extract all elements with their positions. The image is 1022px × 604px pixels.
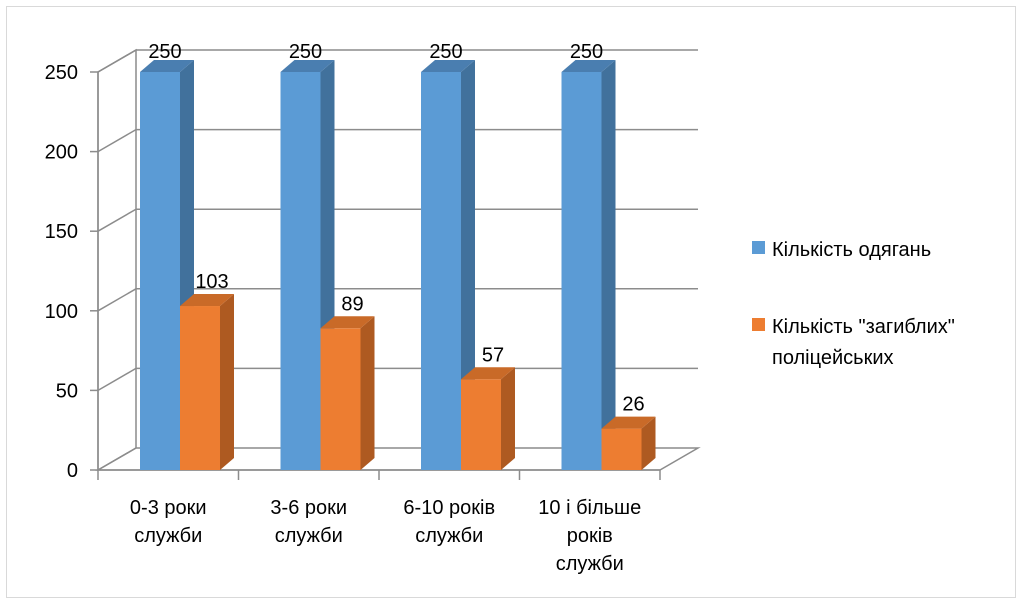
bar-front-series2 — [461, 379, 501, 470]
legend-swatch — [752, 318, 765, 331]
bars — [140, 60, 656, 470]
y-tick-label: 100 — [45, 301, 78, 323]
legend-label: поліцейських — [772, 347, 894, 369]
gridline — [97, 128, 698, 153]
data-label: 103 — [195, 271, 228, 293]
bar-top-series1 — [140, 60, 194, 72]
bar-side-series2 — [501, 367, 515, 470]
bar-top-series2 — [601, 416, 656, 429]
data-label: 250 — [148, 41, 181, 63]
legend-swatch — [752, 241, 765, 254]
axes: 0 50 100 150 200 250 0-3 роки служби 3-6 роки слу… — [45, 62, 661, 575]
y-tick-label: 150 — [45, 221, 78, 243]
bar-front-series1 — [421, 72, 461, 470]
x-tick-label: років — [567, 525, 613, 547]
gridline — [97, 288, 698, 312]
data-label: 250 — [289, 41, 322, 63]
data-labels: 250 103 250 89 250 57 250 26 — [148, 41, 644, 416]
gridline — [97, 49, 698, 73]
data-label: 57 — [482, 344, 504, 366]
data-label: 250 — [429, 41, 462, 63]
bar-top-series1 — [421, 60, 475, 72]
bar-top-series2 — [180, 294, 234, 307]
gridlines — [97, 49, 698, 392]
x-tick-label: служби — [134, 525, 202, 547]
x-tick-label: служби — [556, 553, 624, 575]
y-tick-label: 0 — [67, 460, 78, 482]
bar-top-series1 — [561, 60, 616, 72]
bar-top-series2 — [461, 367, 515, 380]
bar-front-series1 — [140, 72, 180, 470]
bar-front-series1 — [561, 72, 602, 470]
x-tick-label: 0-3 роки — [130, 497, 207, 519]
bar-side-series2 — [220, 294, 234, 470]
y-tick-label: 250 — [45, 62, 78, 84]
bar-front-series2 — [320, 328, 361, 470]
legend-label: Кількість одягань — [772, 239, 931, 261]
bar-side-series1 — [601, 60, 616, 470]
gridline — [97, 208, 698, 232]
x-tick-label: 3-6 роки — [270, 497, 347, 519]
data-label: 250 — [570, 41, 603, 63]
bar-top-series1 — [280, 60, 335, 72]
x-tick-label: служби — [415, 525, 483, 547]
x-tick-label: 6-10 років — [403, 497, 495, 519]
bar-front-series2 — [601, 428, 642, 470]
legend-label: Кількість "загиблих" — [772, 316, 955, 338]
bar-side-series2 — [641, 416, 656, 470]
y-tick-label: 200 — [45, 142, 78, 164]
legend: Кількість одягань Кількість "загиблих" пол… — [752, 239, 955, 369]
bar-side-series2 — [360, 316, 375, 470]
data-label: 89 — [341, 293, 363, 315]
x-tick-label: 10 і більше — [538, 497, 641, 519]
bar-side-series1 — [461, 60, 475, 470]
bar-front-series1 — [280, 72, 321, 470]
x-tick-label: служби — [275, 525, 343, 547]
data-label: 26 — [622, 394, 644, 416]
bar-top-series2 — [320, 316, 375, 329]
y-tick-label: 50 — [56, 380, 78, 402]
side-wall — [97, 48, 137, 472]
bar-front-series2 — [180, 306, 220, 470]
